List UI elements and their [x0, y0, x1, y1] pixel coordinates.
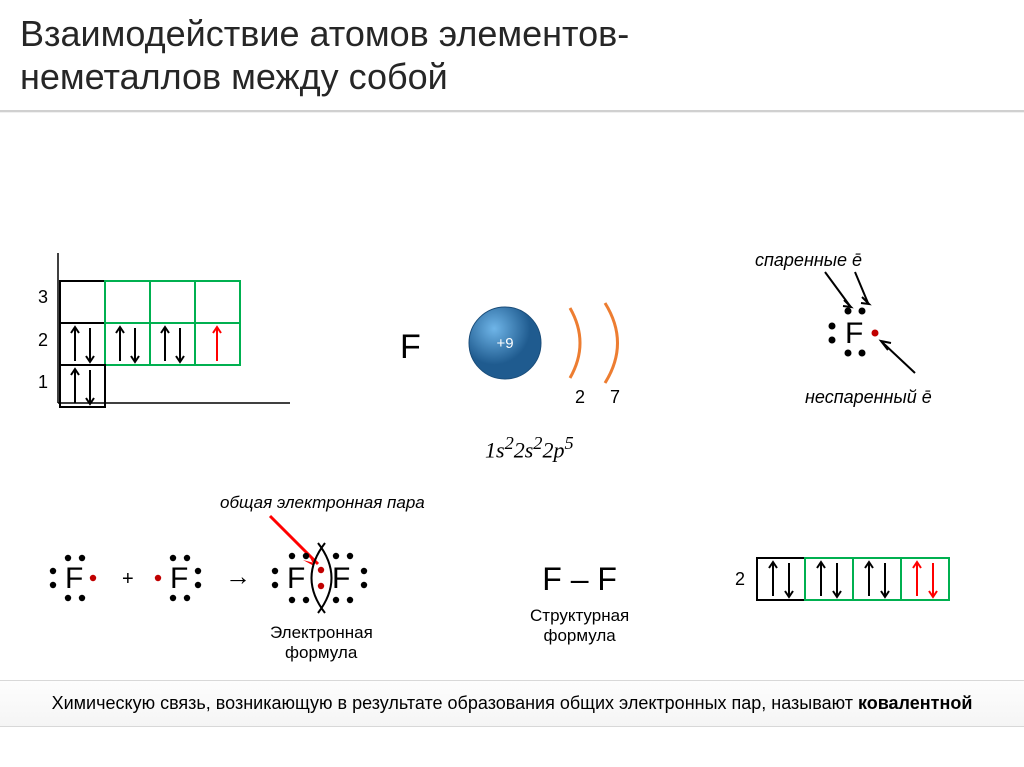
row3-boxes — [60, 281, 240, 323]
bonding-diagram: общая электронная пара F + F → F F Элект… — [30, 488, 510, 678]
paired-label: спаренные ē — [755, 250, 862, 270]
atom-model: +9 2 7 — [455, 288, 685, 408]
row1-boxes — [60, 365, 105, 407]
content-area: 3 2 1 F +9 — [0, 113, 1024, 153]
structural-formula: F – F Структурнаяформула — [530, 561, 629, 646]
bonded-orbitals: 2 — [735, 553, 1015, 613]
lewis-f2-product: F F — [272, 543, 367, 613]
unpaired-label: неспаренный ē — [805, 387, 932, 407]
footer-definition: Химическую связь, возникающую в результа… — [0, 680, 1024, 727]
row-3: 3 — [38, 287, 48, 307]
lewis-f: спаренные ē F неспаренный ē — [750, 248, 1000, 418]
lewis-f-left: F — [50, 555, 96, 601]
title-line1: Взаимодействие атомов элементов- — [20, 13, 629, 54]
shell2-count: 7 — [610, 387, 620, 407]
reaction-arrow: → — [225, 561, 251, 591]
slide-title: Взаимодействие атомов элементов- неметал… — [0, 0, 1024, 110]
lewis-f-right: F — [155, 555, 201, 601]
element-symbol: F — [400, 328, 421, 367]
nucleus-charge: +9 — [496, 335, 513, 352]
electron-config: 1s22s22p5 — [485, 433, 574, 463]
title-line2: неметаллов между собой — [20, 56, 448, 97]
lewis-f-symbol: F — [845, 317, 863, 350]
svg-text:F: F — [65, 562, 83, 595]
svg-text:F: F — [332, 562, 350, 595]
shell1-count: 2 — [575, 387, 585, 407]
bonded-level: 2 — [735, 569, 745, 589]
plus-sign: + — [122, 568, 134, 590]
shared-pair-label: общая электронная пара — [220, 493, 425, 512]
svg-text:F: F — [287, 562, 305, 595]
row2-boxes — [60, 323, 240, 365]
orbital-diagram: 3 2 1 — [20, 253, 300, 423]
svg-text:F: F — [170, 562, 188, 595]
electronic-formula-label: Электронная — [270, 623, 373, 642]
structural-formula-label: Структурнаяформула — [530, 606, 629, 646]
svg-text:формула: формула — [285, 643, 358, 662]
row-1: 1 — [38, 372, 48, 392]
row-2: 2 — [38, 330, 48, 350]
